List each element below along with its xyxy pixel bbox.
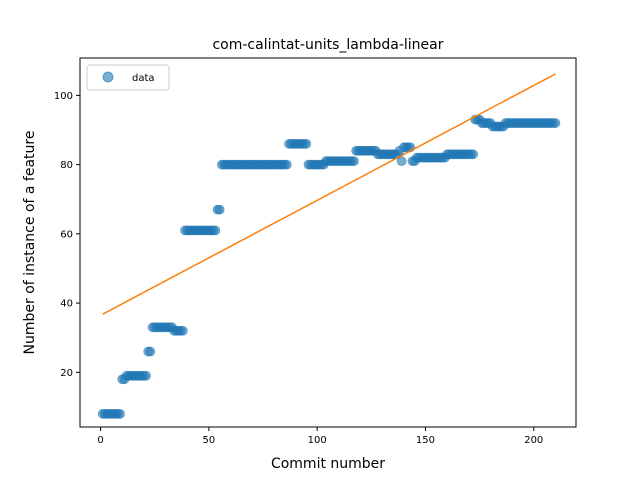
legend-box — [86, 64, 170, 91]
y-tick-label: 20 — [60, 368, 73, 379]
plot-frame — [79, 57, 577, 428]
fit-line — [102, 73, 556, 315]
data-point — [396, 156, 407, 167]
y-tick-label: 60 — [60, 229, 73, 240]
x-tick-label: 200 — [524, 435, 543, 446]
x-tick-label: 50 — [203, 435, 216, 446]
data-point — [115, 408, 125, 419]
y-tick-label: 80 — [60, 160, 73, 171]
chart-title: com-calintat-units_lambda-linear — [212, 37, 443, 53]
x-axis-label: Commit number — [271, 456, 385, 472]
legend: data — [86, 64, 170, 91]
data-point — [349, 156, 359, 167]
y-axis-label: Number of instance of a feature — [22, 131, 38, 355]
data-point — [141, 370, 151, 381]
legend-label-data: data — [132, 73, 155, 84]
y-axis: 20 40 60 80 100 — [54, 91, 80, 379]
data-point — [550, 118, 561, 128]
x-tick-label: 0 — [97, 435, 103, 446]
data-point — [145, 346, 156, 357]
x-axis: 0 50 100 150 200 — [97, 427, 543, 446]
data-point — [210, 225, 221, 236]
data-point — [468, 149, 479, 160]
y-tick-label: 100 — [54, 91, 73, 102]
legend-marker — [102, 71, 114, 83]
y-tick-label: 40 — [60, 299, 73, 310]
x-tick-label: 100 — [308, 435, 327, 446]
data-point — [281, 159, 292, 170]
plot-area — [97, 73, 561, 419]
data-point — [214, 204, 225, 215]
x-tick-label: 150 — [416, 435, 435, 446]
data-point — [177, 325, 188, 336]
data-point — [301, 138, 312, 149]
